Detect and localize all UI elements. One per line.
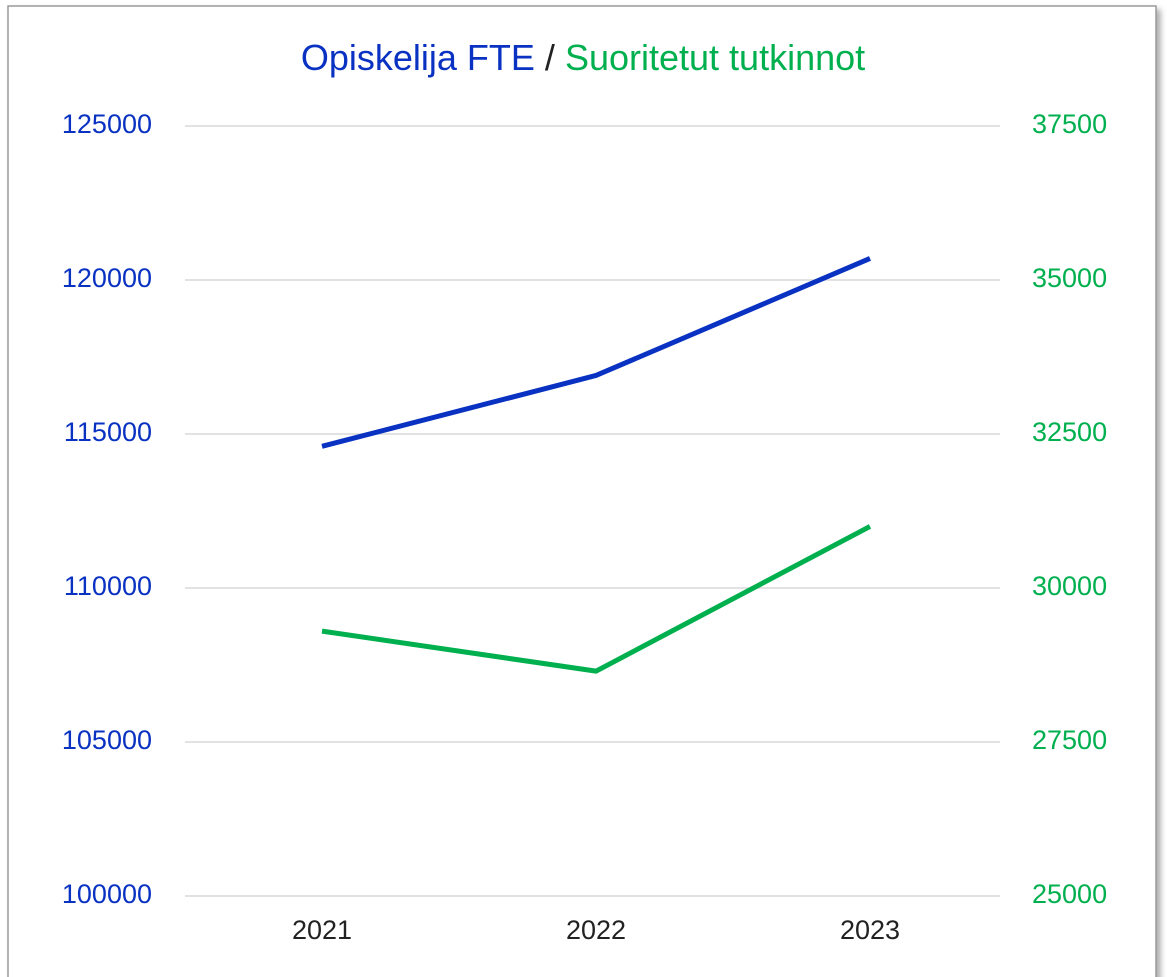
y2-tick-label: 25000 (1032, 879, 1107, 909)
y2-tick-label: 37500 (1032, 109, 1107, 139)
y-tick-label: 105000 (62, 725, 152, 755)
title-part: Suoritetut tutkinnot (565, 37, 865, 78)
y2-tick-label: 35000 (1032, 263, 1107, 293)
line (321, 524, 872, 674)
x-tick-label: 2023 (840, 915, 900, 945)
y-tick-label: 100000 (62, 879, 152, 909)
y-tick-label: 115000 (64, 417, 152, 447)
y2-tick-label: 30000 (1032, 571, 1107, 601)
x-tick-label: 2021 (292, 915, 352, 945)
y-tick-label: 125000 (62, 109, 152, 139)
title-part: Opiskelija FTE (301, 37, 535, 78)
chart-frame (7, 5, 1157, 977)
y-tick-label: 110000 (64, 571, 152, 601)
y-tick-label: 120000 (62, 263, 152, 293)
y2-tick-label: 32500 (1032, 417, 1107, 447)
line (321, 256, 871, 449)
title-separator: / (545, 37, 555, 78)
x-tick-label: 2022 (566, 915, 626, 945)
chart-title: Opiskelija FTE / Suoritetut tutkinnot (301, 37, 865, 78)
y2-tick-label: 27500 (1032, 725, 1107, 755)
